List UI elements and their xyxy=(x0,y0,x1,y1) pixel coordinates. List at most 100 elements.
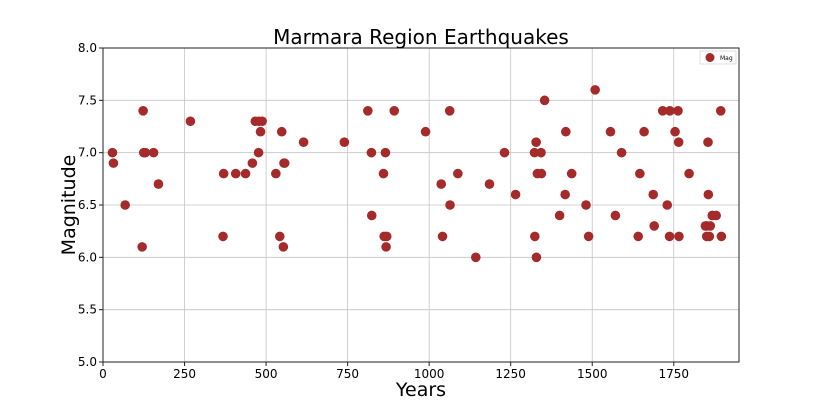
data-point xyxy=(499,147,510,158)
data-point xyxy=(363,106,373,116)
data-point xyxy=(705,221,716,231)
x-tick-label: 0 xyxy=(99,367,107,381)
y-tick-label: 5.5 xyxy=(78,303,97,317)
data-point xyxy=(218,168,229,179)
data-point xyxy=(278,242,289,252)
data-points xyxy=(107,85,727,263)
data-point xyxy=(185,116,196,127)
data-point xyxy=(276,126,287,137)
data-point xyxy=(253,147,264,158)
data-point xyxy=(380,147,391,158)
data-point xyxy=(605,126,616,137)
data-point xyxy=(665,106,675,116)
x-tick-label: 250 xyxy=(173,367,196,381)
data-point xyxy=(536,147,546,158)
data-point xyxy=(218,231,228,242)
data-point xyxy=(247,158,258,168)
legend: Mag xyxy=(699,50,737,65)
data-point xyxy=(437,231,448,242)
y-tick-label: 5.0 xyxy=(78,355,97,369)
data-point xyxy=(539,95,550,106)
data-point xyxy=(279,158,290,168)
x-axis-title: Years xyxy=(395,379,446,401)
data-point xyxy=(662,200,673,210)
data-point xyxy=(674,231,684,242)
data-point xyxy=(257,116,267,127)
data-point xyxy=(107,147,118,158)
x-tick-label: 500 xyxy=(255,367,278,381)
data-point xyxy=(230,168,241,179)
data-point xyxy=(566,168,577,179)
data-point xyxy=(138,106,148,116)
ticks: 5.0 5.5 6.0 6.5 7.0 7.5 8.0 0 250 500 750 1000 1250 1… xyxy=(78,41,689,381)
data-point xyxy=(554,210,565,221)
data-point xyxy=(389,106,400,116)
data-point xyxy=(670,126,680,137)
data-point xyxy=(420,126,431,137)
data-point xyxy=(531,252,542,263)
data-point xyxy=(137,242,147,252)
y-tick-label: 6.5 xyxy=(78,198,97,212)
data-point xyxy=(715,106,726,116)
data-point xyxy=(703,137,713,147)
data-point xyxy=(120,200,130,210)
data-point xyxy=(648,189,659,200)
data-point xyxy=(560,189,570,200)
data-point xyxy=(530,231,540,242)
data-point xyxy=(649,221,659,231)
y-tick-label: 7.5 xyxy=(78,93,97,107)
x-tick-label: 1750 xyxy=(658,367,689,381)
data-point xyxy=(240,168,251,179)
legend-marker xyxy=(705,53,715,62)
data-point xyxy=(366,210,377,221)
data-point xyxy=(153,179,164,189)
data-point xyxy=(590,85,600,95)
data-point xyxy=(298,137,309,147)
data-point xyxy=(381,242,391,252)
data-point xyxy=(444,106,455,116)
data-point xyxy=(664,231,675,242)
data-point xyxy=(531,137,541,147)
data-point xyxy=(436,179,447,189)
data-point xyxy=(271,168,281,179)
y-axis-title: Magnitude xyxy=(58,155,80,256)
data-point xyxy=(684,168,694,179)
data-point xyxy=(453,168,463,179)
data-point xyxy=(108,158,119,168)
data-point xyxy=(639,126,649,137)
data-point xyxy=(140,147,151,158)
data-point xyxy=(610,210,621,221)
y-tick-label: 8.0 xyxy=(78,41,97,55)
data-point xyxy=(561,126,571,137)
data-point xyxy=(673,137,684,147)
x-tick-label: 1250 xyxy=(495,367,526,381)
data-point xyxy=(704,231,715,242)
y-tick-label: 7.0 xyxy=(78,146,97,160)
data-point xyxy=(445,200,455,210)
data-point xyxy=(274,231,285,242)
data-point xyxy=(633,231,644,242)
data-point xyxy=(581,200,591,210)
y-tick-label: 6.0 xyxy=(78,250,97,264)
data-point xyxy=(616,147,627,158)
x-tick-label: 1500 xyxy=(577,367,608,381)
chart-title: Marmara Region Earthquakes xyxy=(273,25,569,49)
data-point xyxy=(583,231,594,242)
data-point xyxy=(536,168,547,179)
data-point xyxy=(635,168,645,179)
data-point xyxy=(716,231,727,242)
data-point xyxy=(711,210,721,221)
data-point xyxy=(657,106,668,116)
data-point xyxy=(673,106,683,116)
legend-label: Mag xyxy=(720,55,733,62)
data-point xyxy=(470,252,481,263)
x-tick-label: 1000 xyxy=(414,367,445,381)
data-point xyxy=(484,179,495,189)
x-tick-label: 750 xyxy=(336,367,359,381)
data-point xyxy=(381,231,392,242)
data-point xyxy=(703,189,714,200)
data-point xyxy=(255,126,266,137)
data-point xyxy=(148,147,159,158)
data-point xyxy=(378,168,389,179)
